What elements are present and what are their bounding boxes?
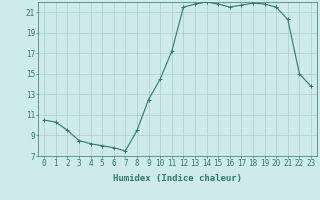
- X-axis label: Humidex (Indice chaleur): Humidex (Indice chaleur): [113, 174, 242, 183]
